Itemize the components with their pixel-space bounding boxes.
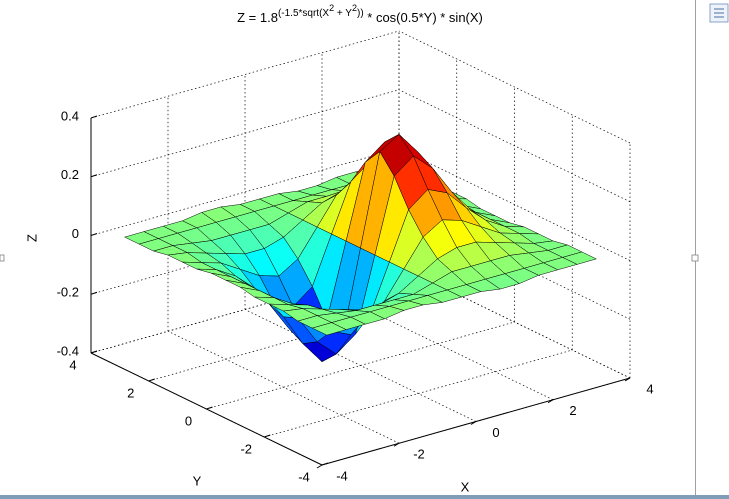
z-tick-label: -0.4	[57, 343, 79, 358]
resize-handle[interactable]	[0, 254, 5, 262]
grid-line	[90, 148, 400, 236]
y-axis-label: Y	[193, 473, 202, 488]
y-tick-label: 2	[127, 385, 134, 400]
labels: Z = 1.8(-1.5*sqrt(X2 + Y2)) * cos(0.5*Y)…	[24, 3, 653, 494]
x-tick	[316, 464, 323, 469]
x-tick	[470, 421, 477, 425]
resize-handle[interactable]	[691, 254, 699, 262]
grid-line	[264, 349, 573, 438]
grid-line	[206, 321, 515, 410]
toolbar-icon[interactable]	[709, 3, 729, 23]
grid-line	[90, 265, 400, 354]
z-tick	[90, 174, 98, 178]
z-tick	[90, 233, 98, 236]
z-tick	[90, 115, 98, 119]
z-tick-label: -0.2	[57, 285, 79, 300]
grid-line	[90, 30, 400, 119]
z-tick	[90, 350, 98, 354]
grid-line	[398, 89, 631, 203]
x-tick	[393, 442, 400, 447]
grid-line	[398, 148, 631, 261]
chart-title: Z = 1.8(-1.5*sqrt(X2 + Y2)) * cos(0.5*Y)…	[237, 3, 483, 25]
axes	[90, 115, 631, 469]
y-tick	[321, 462, 329, 466]
title-part: + Y	[334, 8, 352, 19]
title-part: ))	[357, 8, 364, 19]
title-part: Z = 1.8	[237, 10, 278, 25]
title-part: 2	[329, 3, 334, 13]
x-tick-label: -2	[413, 447, 425, 462]
surface-face	[379, 134, 414, 177]
z-tick-label: 0	[72, 226, 79, 241]
y-tick	[148, 378, 155, 382]
grid-line	[90, 89, 400, 178]
x-tick-label: -4	[336, 468, 348, 483]
y-tick-label: 4	[69, 357, 76, 372]
grid-line	[398, 265, 631, 379]
x-tick-label: 0	[492, 425, 499, 440]
z-axis-label: Z	[24, 234, 39, 242]
z-tick-label: 0.4	[61, 108, 79, 123]
x-axis-label: X	[461, 479, 470, 494]
y-tick	[264, 434, 271, 438]
y-tick-label: -4	[298, 469, 310, 484]
x-tick	[547, 399, 554, 404]
x-tick-label: 2	[569, 403, 576, 418]
grid-line	[398, 30, 631, 144]
z-tick	[90, 291, 98, 295]
title-part: * cos(0.5*Y) * sin(X)	[364, 10, 483, 25]
z-tick-label: 0.2	[61, 167, 79, 182]
surface-face	[312, 322, 347, 336]
title-part: 2	[352, 3, 357, 13]
x-tick-label: 4	[646, 381, 653, 396]
y-tick-label: -2	[240, 441, 252, 456]
surface	[124, 134, 597, 362]
x-tick	[624, 377, 631, 382]
y-tick	[206, 406, 213, 410]
y-tick-label: 0	[185, 413, 192, 428]
title-part: (-1.5*sqrt(X	[278, 8, 329, 19]
bottom-border	[0, 495, 729, 499]
